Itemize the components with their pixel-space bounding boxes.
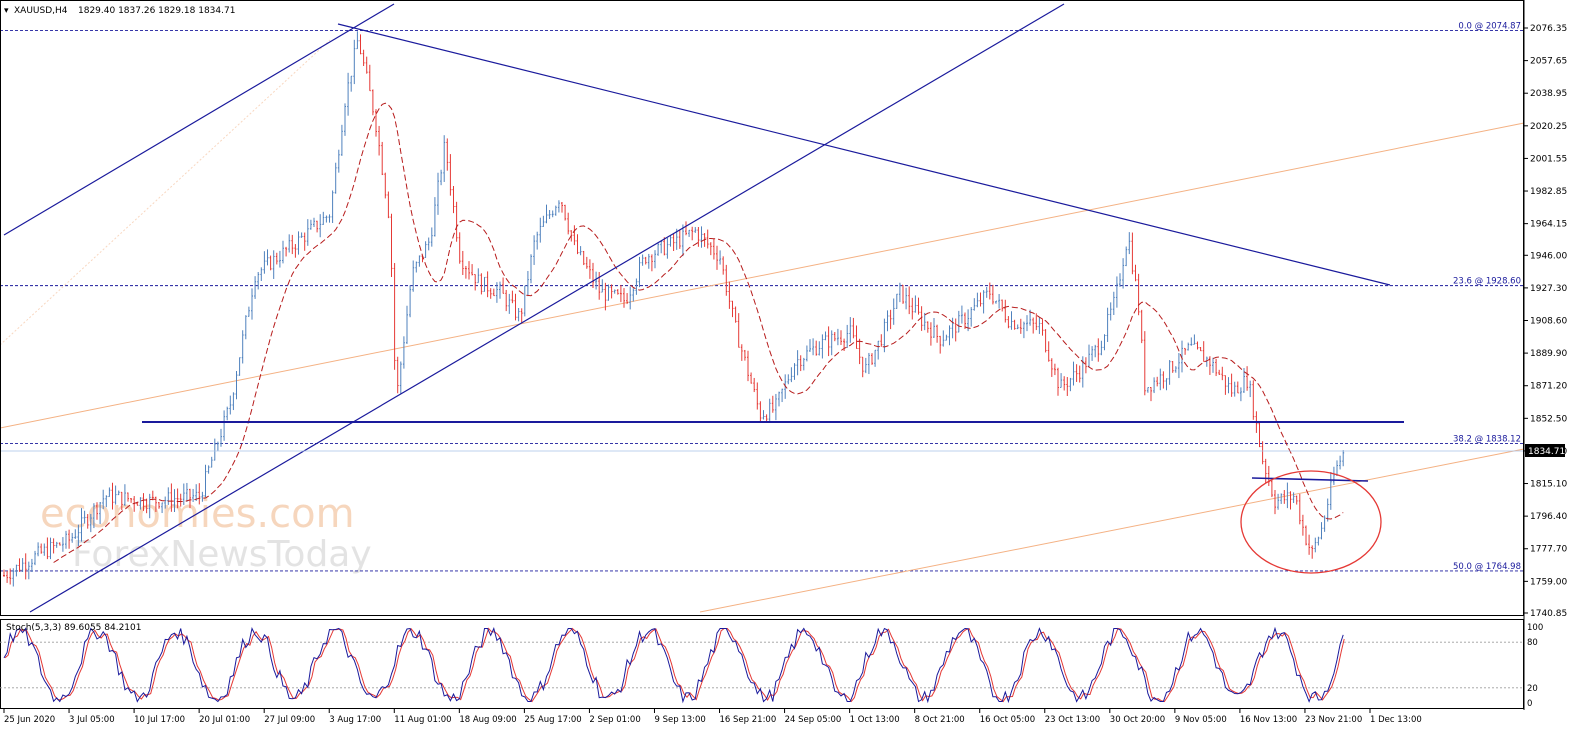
time-axis: 25 Jun 2020 3 Jul 05:00 10 Jul 17:00 20 Jul… [3,709,1422,725]
time-tick-label: 9 Sep 13:00 [654,715,705,725]
price-tick-label: 1964.15 [1530,220,1567,230]
time-tick-label: 20 Jul 01:00 [199,715,250,725]
price-tick-label: 1777.70 [1530,545,1567,555]
time-tick-label: 11 Aug 01:00 [394,715,451,725]
time-tick-label: 25 Jun 2020 [4,715,55,725]
stochastic-oscillator: 100 80 20 0 [0,623,1543,709]
price-tick-label: 1889.90 [1530,349,1567,359]
fib-level-label: 23.6 @ 1928.60 [1453,277,1521,287]
time-tick-label: 18 Aug 09:00 [459,715,516,725]
time-tick-label: 30 Oct 20:00 [1110,715,1165,725]
time-tick-label: 1 Dec 13:00 [1370,715,1422,725]
highlight-circle[interactable] [1240,470,1382,574]
candles [3,31,1345,587]
stoch-tick-label: 80 [1527,638,1538,648]
channel-upper-line [0,122,1525,429]
price-tick-label: 1815.10 [1530,480,1567,490]
price-tick-label: 1946.00 [1530,251,1567,261]
price-tick-label: 1740.85 [1530,609,1567,619]
channel-dotted-line [0,39,331,346]
fibonacci-levels: 0.0 @ 2074.87 23.6 @ 1928.60 38.2 @ 1838.1… [0,22,1524,572]
stoch-tick-label: 0 [1527,699,1532,709]
fib-level-label: 0.0 @ 2074.87 [1458,22,1521,32]
stoch-tick-label: 20 [1527,684,1538,694]
time-tick-label: 1 Oct 13:00 [850,715,900,725]
falling-trendline[interactable] [337,23,1391,286]
current-price-tag [1525,444,1565,457]
stoch-tick-label: 100 [1527,623,1543,633]
time-tick-label: 16 Oct 05:00 [980,715,1035,725]
time-tick-label: 23 Nov 21:00 [1305,715,1362,725]
channel-lower-line [699,448,1525,613]
rising-trendline[interactable] [29,3,1065,613]
time-tick-label: 10 Jul 17:00 [134,715,185,725]
time-tick-label: 8 Oct 21:00 [915,715,965,725]
chart-ohlc: 1829.40 1837.26 1829.18 1834.71 [78,6,235,16]
channel-lines [0,39,1525,613]
chart-symbol: XAUUSD,H4 [14,6,68,16]
price-tick-label: 1871.20 [1530,382,1567,392]
price-tick-label: 2001.55 [1530,154,1567,164]
price-tick-label: 1796.40 [1530,512,1567,522]
price-tick-label: 1759.00 [1530,577,1567,587]
time-tick-label: 2 Sep 01:00 [589,715,640,725]
time-tick-label: 3 Jul 05:00 [69,715,115,725]
price-tick-label: 1908.60 [1530,317,1567,327]
time-tick-label: 3 Aug 17:00 [329,715,381,725]
current-price-label: 1834.71 [1528,447,1565,457]
watermark-line2: ForexNewsToday [72,534,372,575]
trend-lines[interactable] [3,3,1404,613]
time-tick-label: 24 Sep 05:00 [785,715,842,725]
stoch-signal-line [4,627,1345,703]
price-tick-label: 2038.95 [1530,89,1567,99]
time-tick-label: 16 Nov 13:00 [1240,715,1297,725]
time-tick-label: 25 Aug 17:00 [524,715,581,725]
price-tick-label: 2076.35 [1530,24,1567,34]
fib-level-label: 38.2 @ 1838.12 [1453,434,1521,444]
stoch-main-line [3,626,1344,704]
moving-average-line [53,102,1344,563]
consolidation-line[interactable] [1251,477,1369,482]
time-tick-label: 16 Sep 21:00 [720,715,777,725]
price-tick-label: 1927.30 [1530,284,1567,294]
stoch-label: Stoch(5,3,3) 89.6055 84.2101 [6,623,141,633]
price-tick-label: 2057.65 [1530,57,1567,67]
price-tick-label: 1982.85 [1530,187,1567,197]
price-axis: 2076.35 2057.65 2038.95 2020.25 2001.55 1982.… [1524,24,1567,619]
price-tick-label: 2020.25 [1530,122,1567,132]
upper-channel-trendline[interactable] [3,3,395,236]
time-tick-label: 27 Jul 09:00 [264,715,315,725]
price-tick-label: 1852.50 [1530,414,1567,424]
time-tick-label: 9 Nov 05:00 [1175,715,1227,725]
chart-symbol-arrow: ▾ [4,6,9,16]
time-tick-label: 23 Oct 13:00 [1045,715,1100,725]
fib-level-label: 50.0 @ 1764.98 [1453,562,1521,572]
